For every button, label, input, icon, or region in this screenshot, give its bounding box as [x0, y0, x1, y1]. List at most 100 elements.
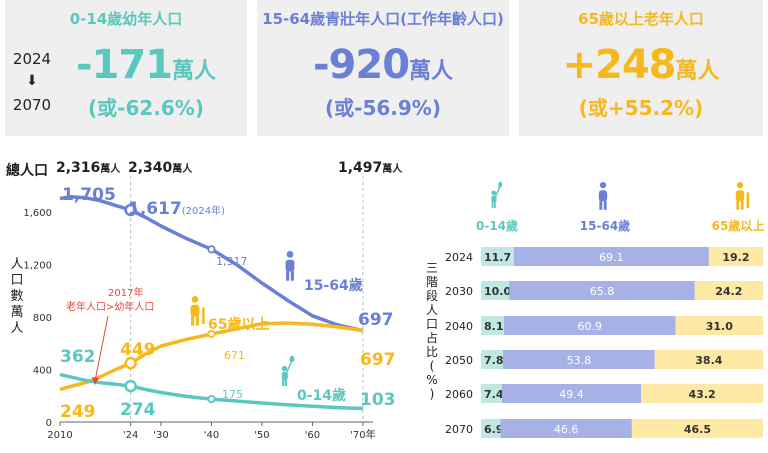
bar-segment-old — [708, 247, 763, 266]
leg — [284, 379, 287, 386]
bar-y-axis-label-char: 三 — [426, 261, 438, 275]
series-tag-old: 65歲以上 — [208, 316, 269, 333]
series-line-young — [59, 372, 363, 411]
head — [491, 190, 497, 196]
y-axis-label-char: 人 — [10, 321, 23, 336]
balloon — [498, 181, 503, 188]
data-label-note: (2024年) — [182, 204, 225, 217]
total-2010: 2,316萬人 — [56, 160, 121, 176]
bar-y-axis-label-char: 比 — [426, 345, 438, 359]
bar-value-label-old: 43.2 — [689, 388, 716, 401]
x-tick-label: '30 — [153, 430, 168, 441]
body — [190, 304, 200, 317]
x-tick-label: '24 — [123, 430, 138, 441]
bar-value-label-work: 46.6 — [554, 423, 579, 436]
data-label-work: 1,317 — [216, 255, 248, 268]
year-from: 2024 — [12, 50, 52, 68]
data-label-young: 362 — [60, 347, 96, 367]
data-label-work: 1,705 — [62, 185, 116, 205]
bar-value-label-young: 6.9 — [484, 423, 504, 436]
body — [598, 190, 608, 202]
point-marker-work — [207, 245, 216, 254]
leg — [493, 202, 496, 208]
card-change: +248萬人 — [562, 42, 720, 88]
point-marker-old — [124, 356, 137, 370]
x-tick-label: 2010 — [47, 430, 72, 441]
point-marker-young — [207, 394, 216, 404]
bar-category-label: 2024 — [445, 251, 473, 264]
data-label-young: 175 — [222, 388, 243, 401]
head — [736, 182, 744, 189]
head — [281, 365, 288, 372]
bar-category-label: 2040 — [445, 320, 473, 333]
bar-y-axis-label-char: ) — [430, 387, 435, 401]
annotation-line1: 2017年 — [108, 286, 143, 299]
bar-segment-work — [500, 419, 632, 438]
bar-segment-old — [694, 281, 763, 300]
summary-card-working: 15-64歲青壯年人口(工作年齡人口) -920萬人 (或-56.9%) — [257, 0, 509, 136]
x-tick-label: '50 — [254, 430, 269, 441]
data-label-work: 697 — [358, 310, 394, 330]
bar-segment-young — [481, 247, 514, 266]
head — [191, 296, 199, 303]
data-label-young: 274 — [120, 400, 156, 420]
summary-card-elderly: 65歲以上老年人口 +248萬人 (或+55.2%) — [519, 0, 763, 136]
card-percent: (或-62.6%) — [88, 96, 204, 120]
y-tick-label: 1,200 — [23, 261, 52, 272]
x-tick-label: '70年 — [350, 428, 375, 441]
annotation-arrow-line — [94, 315, 109, 382]
leg — [286, 270, 290, 281]
head — [599, 182, 607, 189]
point-marker-work — [124, 203, 137, 217]
bar-value-label-old: 19.2 — [722, 251, 749, 264]
bar-segment-work — [509, 281, 695, 300]
bar-value-label-work: 53.8 — [567, 354, 592, 367]
bar-y-axis-label-char: 階 — [426, 274, 438, 289]
legend-elderly-icon — [735, 182, 750, 210]
summary-card-young: 0-14歲幼年人口 -171萬人 (或-62.6%) — [5, 0, 247, 136]
bar-category-label: 2030 — [445, 285, 473, 298]
legend-worker-icon — [598, 182, 608, 210]
legend-label-young: 0-14歲 — [476, 218, 518, 233]
leg — [290, 270, 294, 281]
card-title: 0-14歲幼年人口 — [69, 10, 183, 28]
y-axis-label-char: 人 — [10, 257, 23, 272]
bar-value-label-old: 38.4 — [695, 354, 722, 367]
bar-segment-young — [481, 384, 502, 403]
body — [735, 190, 745, 202]
leg — [191, 315, 195, 326]
card-percent: (或-56.9%) — [325, 96, 441, 120]
body — [285, 259, 295, 272]
bar-segment-old — [641, 384, 763, 403]
bar-value-label-young: 11.7 — [484, 251, 511, 264]
y-tick-label: 800 — [33, 313, 52, 324]
point-marker-young — [124, 379, 137, 393]
bar-value-label-old: 31.0 — [706, 320, 733, 333]
y-tick-label: 0 — [46, 418, 52, 429]
leg — [491, 202, 494, 208]
bar-category-label: 2070 — [445, 423, 473, 436]
total-2070: 1,497萬人 — [338, 160, 403, 176]
bar-value-label-young: 7.4 — [484, 388, 504, 401]
bar-segment-old — [631, 419, 763, 438]
balloon — [289, 355, 295, 363]
bar-segment-work — [501, 384, 642, 403]
bar-segment-young — [481, 350, 503, 369]
data-label-work: 1,617(2024年) — [128, 199, 225, 219]
legend-label-work: 15-64歲 — [580, 218, 630, 233]
bar-category-label: 2060 — [445, 388, 473, 401]
bar-value-label-young: 7.8 — [484, 354, 504, 367]
bar-y-axis-label-char: ( — [430, 359, 435, 373]
bar-category-label: 2050 — [445, 354, 473, 367]
bar-segment-work — [502, 350, 655, 369]
card-change: -171萬人 — [75, 42, 217, 88]
leg — [282, 379, 285, 386]
bar-value-label-work: 65.8 — [590, 285, 615, 298]
annotation-arrow-head — [92, 377, 99, 385]
y-tick-label: 1,600 — [23, 208, 52, 219]
bar-y-axis-label-char: 人 — [426, 303, 438, 317]
leg — [603, 200, 607, 210]
bar-value-label-work: 49.4 — [559, 388, 584, 401]
card-percent: (或+55.2%) — [578, 96, 704, 120]
